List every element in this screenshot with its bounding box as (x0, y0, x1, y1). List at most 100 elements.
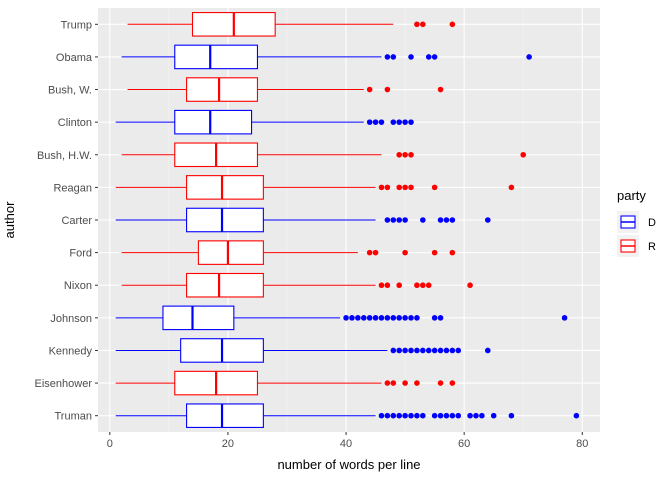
outlier-point (573, 412, 580, 419)
y-tick-label: Clinton (58, 117, 92, 129)
box-kennedy (115, 338, 491, 363)
box-truman (115, 403, 580, 428)
outlier-point (402, 347, 408, 354)
outlier-point (437, 347, 444, 354)
outlier-point (420, 412, 426, 419)
outlier-point (402, 380, 408, 386)
outlier-point (390, 54, 397, 60)
outlier-point (484, 217, 491, 223)
box-bush-w (127, 77, 444, 102)
y-tick-label: Trump (61, 19, 92, 31)
y-tick-label: Nixon (64, 280, 92, 292)
outlier-point (396, 151, 403, 158)
y-tick-label: Obama (56, 52, 93, 64)
outlier-point (414, 21, 420, 28)
outlier-point (425, 347, 432, 354)
outlier-point (437, 315, 444, 321)
outlier-point (473, 412, 479, 419)
outlier-point (402, 151, 408, 158)
box-bush-h-w (121, 142, 527, 168)
y-tick-label: Reagan (53, 182, 92, 194)
outlier-point (349, 315, 355, 321)
y-tick-label: Johnson (50, 313, 92, 325)
outlier-point (449, 249, 456, 256)
y-tick-label: Kennedy (49, 345, 93, 357)
y-tick-label: Carter (61, 215, 92, 227)
y-tick-label: Eisenhower (35, 378, 93, 390)
outlier-point (384, 380, 391, 386)
outlier-point (378, 412, 385, 419)
outlier-point (384, 184, 391, 191)
outlier-point (437, 86, 444, 93)
outlier-point (396, 119, 403, 125)
y-axis-title: author (2, 201, 17, 239)
outlier-point (396, 315, 403, 321)
outlier-point (390, 217, 397, 223)
outlier-point (396, 412, 403, 419)
outlier-point (366, 119, 373, 125)
box-reagan (115, 175, 515, 200)
outlier-point (484, 347, 491, 354)
box-iqr (186, 207, 264, 233)
outlier-point (467, 282, 473, 289)
outlier-point (378, 282, 385, 289)
outlier-point (355, 315, 361, 321)
outlier-point (396, 184, 403, 191)
outlier-point (425, 54, 432, 60)
outlier-point (431, 315, 438, 321)
box-iqr (197, 240, 264, 265)
outlier-point (449, 21, 456, 28)
outlier-point (437, 412, 444, 419)
box-carter (115, 207, 491, 233)
outlier-point (390, 380, 397, 386)
outlier-point (431, 347, 438, 354)
box-trump (127, 12, 456, 37)
outlier-point (526, 54, 532, 60)
outlier-point (396, 282, 403, 289)
legend-entry-d: D (617, 211, 656, 233)
box-iqr (174, 44, 259, 70)
box-iqr (186, 175, 264, 200)
outlier-point (372, 249, 379, 256)
outlier-point (384, 54, 391, 60)
outlier-point (520, 151, 527, 158)
box-obama (121, 44, 532, 70)
outlier-point (372, 315, 379, 321)
outlier-point (449, 412, 456, 419)
outlier-point (490, 412, 497, 419)
outlier-point (455, 347, 462, 354)
x-tick-label: 0 (107, 438, 113, 450)
outlier-point (402, 315, 408, 321)
outlier-point (449, 347, 456, 354)
outlier-point (455, 412, 462, 419)
outlier-point (366, 86, 373, 93)
y-tick-label: Bush, H.W. (37, 150, 92, 162)
outlier-point (366, 249, 373, 256)
y-tick-label: Truman (55, 411, 93, 423)
outlier-point (408, 315, 414, 321)
outlier-point (402, 119, 408, 125)
outlier-point (390, 119, 397, 125)
outlier-point (378, 315, 385, 321)
outlier-point (431, 412, 438, 419)
outlier-point (437, 217, 444, 223)
legend-label: D (648, 217, 656, 229)
x-tick-label: 40 (340, 438, 352, 450)
box-iqr (186, 272, 264, 298)
outlier-point (396, 347, 403, 354)
outlier-point (508, 184, 515, 191)
outlier-point (420, 217, 426, 223)
outlier-point (343, 315, 349, 321)
outlier-point (402, 184, 408, 191)
x-tick-label: 80 (576, 438, 588, 450)
box-iqr (186, 77, 259, 102)
outlier-point (408, 119, 414, 125)
outlier-point (431, 184, 438, 191)
outlier-point (420, 282, 426, 289)
outlier-point (420, 347, 426, 354)
legend-entry-r: R (617, 235, 656, 257)
outlier-point (378, 184, 385, 191)
outlier-point (561, 315, 568, 321)
outlier-point (402, 249, 408, 256)
